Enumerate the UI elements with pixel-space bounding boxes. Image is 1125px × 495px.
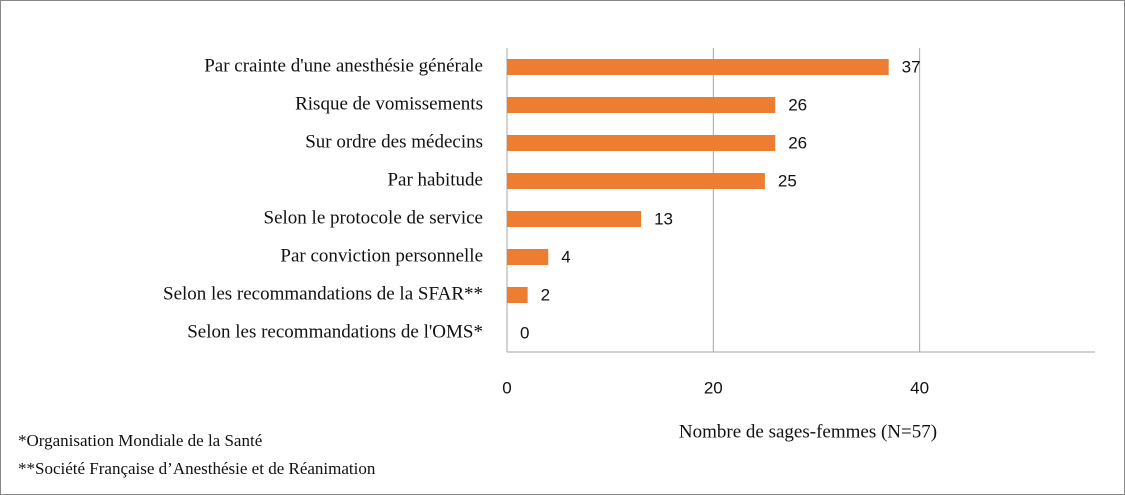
value-label: 26 (788, 95, 807, 114)
bar (507, 211, 642, 227)
bar (507, 135, 776, 151)
bar (507, 97, 776, 113)
value-label: 0 (520, 323, 529, 342)
y-tick-label: Selon le protocole de service (264, 207, 483, 228)
y-tick-label: Par habitude (387, 169, 483, 190)
value-label: 2 (541, 285, 550, 304)
x-tick-label: 40 (910, 378, 929, 397)
bar (507, 249, 549, 265)
value-label: 26 (788, 133, 807, 152)
y-tick-label: Sur ordre des médecins (305, 131, 483, 152)
value-label: 13 (654, 209, 673, 228)
bar (507, 287, 528, 303)
bar (507, 173, 765, 189)
footnote: *Organisation Mondiale de la Santé (18, 431, 262, 450)
y-tick-label: Risque de vomissements (295, 93, 483, 114)
y-tick-label: Selon les recommandations de la SFAR** (163, 283, 483, 304)
value-label: 4 (561, 247, 570, 266)
y-tick-label: Par conviction personnelle (280, 245, 483, 266)
x-tick-label: 0 (502, 378, 511, 397)
bar (507, 59, 889, 75)
value-label: 37 (902, 57, 921, 76)
x-axis-label: Nombre de sages-femmes (N=57) (679, 421, 937, 442)
footnote: **Société Française d’Anesthésie et de R… (18, 459, 376, 478)
value-label: 25 (778, 171, 797, 190)
x-tick-label: 20 (704, 378, 723, 397)
y-tick-label: Par crainte d'une anesthésie générale (204, 55, 483, 76)
y-tick-label: Selon les recommandations de l'OMS* (187, 321, 483, 342)
